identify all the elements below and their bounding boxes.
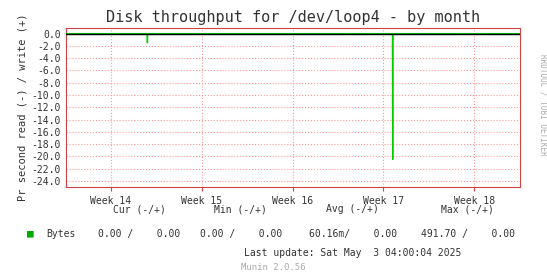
Text: 491.70 /    0.00: 491.70 / 0.00 [421,229,515,239]
Text: Cur (-/+): Cur (-/+) [113,205,166,214]
Text: 0.00 /    0.00: 0.00 / 0.00 [200,229,282,239]
Text: Avg (-/+): Avg (-/+) [327,205,379,214]
Title: Disk throughput for /dev/loop4 - by month: Disk throughput for /dev/loop4 - by mont… [106,10,480,25]
Text: 0.00 /    0.00: 0.00 / 0.00 [98,229,181,239]
Text: 60.16m/    0.00: 60.16m/ 0.00 [309,229,397,239]
Text: Min (-/+): Min (-/+) [214,205,267,214]
Text: Max (-/+): Max (-/+) [441,205,494,214]
Text: RRDTOOL / TOBI OETIKER: RRDTOOL / TOBI OETIKER [539,54,547,155]
Text: Munin 2.0.56: Munin 2.0.56 [241,263,306,272]
Text: ■: ■ [27,229,33,239]
Text: Bytes: Bytes [46,229,76,239]
Text: Last update: Sat May  3 04:00:04 2025: Last update: Sat May 3 04:00:04 2025 [244,249,462,258]
Y-axis label: Pr second read (-) / write (+): Pr second read (-) / write (+) [18,13,27,201]
